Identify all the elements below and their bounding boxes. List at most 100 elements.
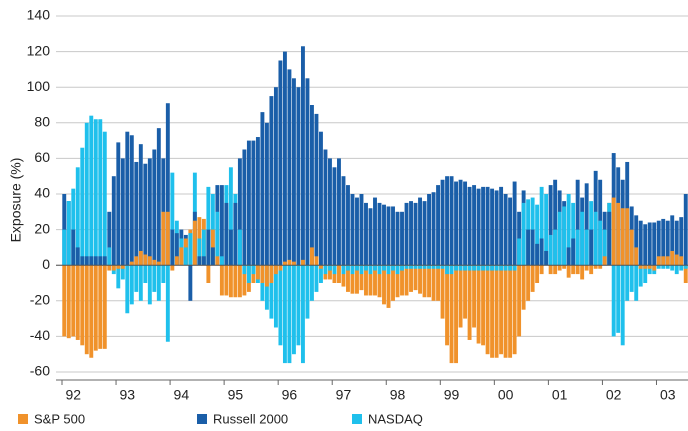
bar: [219, 185, 224, 266]
bar: [273, 87, 278, 266]
y-tick-label: 60: [34, 149, 50, 165]
bar: [508, 265, 513, 358]
y-axis-label: Exposure (%): [8, 158, 24, 243]
bar: [472, 265, 477, 271]
bar: [242, 265, 247, 296]
bar: [341, 176, 346, 266]
bar: [512, 265, 517, 271]
bar: [291, 261, 296, 266]
bar: [71, 188, 76, 266]
bar: [156, 128, 161, 266]
y-tick-label: 120: [27, 42, 51, 58]
bar: [566, 194, 571, 266]
bar: [382, 265, 386, 305]
bar: [364, 265, 368, 271]
bar: [93, 119, 98, 266]
bar: [517, 265, 522, 337]
bar: [341, 265, 346, 287]
bar: [125, 131, 130, 266]
bar: [264, 265, 269, 287]
bar: [143, 254, 148, 266]
bar: [332, 167, 337, 266]
bar: [382, 265, 386, 271]
legend-swatch: [18, 414, 28, 424]
bar: [111, 265, 116, 271]
bar: [431, 192, 436, 266]
bar: [490, 188, 495, 266]
bar: [228, 229, 233, 266]
bar: [503, 265, 508, 271]
bar: [66, 201, 71, 266]
bar: [611, 197, 616, 266]
bar: [309, 247, 314, 266]
bar: [422, 265, 427, 298]
bar: [201, 256, 206, 266]
bar: [120, 265, 125, 269]
bar: [553, 179, 558, 266]
bar: [557, 265, 562, 271]
bar: [476, 188, 481, 266]
bar: [364, 202, 368, 266]
bar: [602, 229, 607, 266]
bar: [129, 261, 134, 266]
bar: [436, 265, 441, 301]
bar: [409, 265, 413, 269]
bar: [84, 122, 89, 266]
bar: [116, 265, 121, 289]
bar: [125, 265, 130, 314]
bar: [215, 256, 220, 266]
bar: [530, 265, 535, 292]
bar: [665, 265, 670, 269]
bar: [309, 105, 314, 266]
bar: [530, 229, 535, 266]
bar: [616, 265, 621, 333]
bar: [409, 201, 413, 266]
bar: [436, 265, 441, 269]
bar: [282, 265, 287, 364]
bar: [620, 265, 625, 346]
bar: [404, 265, 409, 296]
bar: [620, 208, 625, 266]
bar: [589, 229, 594, 266]
bar: [355, 197, 359, 266]
bar: [427, 194, 431, 266]
bar: [683, 194, 688, 266]
bar: [386, 265, 391, 308]
x-tick-label: 00: [498, 387, 514, 403]
bar: [571, 202, 576, 266]
bar: [359, 265, 364, 275]
bar: [328, 158, 332, 266]
bar: [89, 265, 94, 358]
bar: [102, 256, 107, 266]
bar: [291, 78, 296, 266]
bar: [246, 140, 251, 266]
bar: [282, 261, 287, 266]
bar: [508, 197, 513, 266]
bar: [458, 265, 463, 271]
bar: [373, 265, 377, 271]
bar: [616, 202, 621, 266]
bar: [98, 256, 103, 266]
bar: [580, 211, 585, 266]
bar: [386, 206, 391, 266]
bar: [535, 243, 540, 266]
bar: [66, 265, 71, 339]
bar: [278, 265, 283, 271]
bar: [138, 144, 143, 266]
bar: [490, 265, 495, 358]
bar: [116, 265, 121, 269]
bar: [305, 78, 310, 266]
bar: [625, 208, 630, 266]
bar: [165, 103, 170, 266]
bar: [661, 218, 666, 266]
bar: [210, 247, 215, 266]
bar: [346, 265, 350, 292]
bar: [391, 265, 395, 301]
bar: [503, 265, 508, 358]
bar: [629, 265, 634, 292]
bar: [188, 233, 193, 266]
bar: [683, 265, 688, 283]
bar: [643, 265, 648, 283]
bar: [418, 197, 422, 266]
